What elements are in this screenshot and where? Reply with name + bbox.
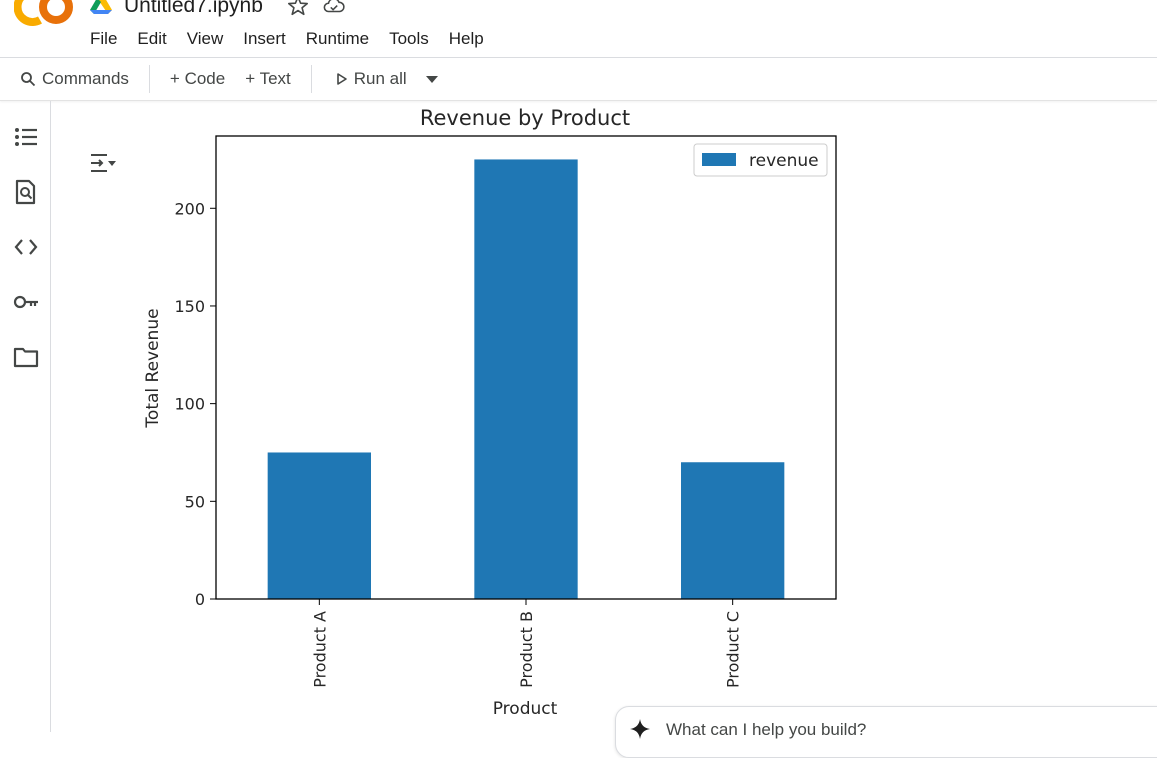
x-axis-label: Product <box>493 699 558 719</box>
play-icon <box>336 73 347 85</box>
legend-label-revenue: revenue <box>749 151 819 171</box>
menu-view[interactable]: View <box>186 29 224 48</box>
commands-button[interactable]: Commands <box>20 69 129 89</box>
toolbar-divider <box>148 65 150 93</box>
secrets-key-icon[interactable] <box>13 289 39 315</box>
bar-product-c <box>681 462 785 599</box>
notebook-header: Untitled7.ipynb File Edit View Insert Ru… <box>0 0 1157 58</box>
y-tick-label: 0 <box>195 590 205 609</box>
chevron-down-icon[interactable] <box>425 74 439 84</box>
notebook-toolbar: Commands + Code + Text Run all <box>0 58 1157 101</box>
chart-legend: revenue <box>693 143 828 177</box>
code-snippets-icon[interactable] <box>13 234 39 260</box>
bar-product-b <box>474 159 578 599</box>
menu-bar: File Edit View Insert Runtime Tools Help <box>80 27 494 51</box>
search-icon <box>21 72 36 87</box>
commands-label: Commands <box>42 69 129 88</box>
google-drive-icon[interactable] <box>90 0 112 15</box>
menu-insert[interactable]: Insert <box>243 29 286 48</box>
chart-title: Revenue by Product <box>420 106 630 130</box>
gemini-sparkle-icon <box>630 719 650 739</box>
output-actions-icon[interactable] <box>88 150 118 176</box>
add-text-button[interactable]: + Text <box>245 69 291 89</box>
revenue-bar-chart: Revenue by Product 0 50 100 150 200 Product … <box>143 106 837 719</box>
x-tick-label: Product A <box>310 611 329 688</box>
menu-file[interactable]: File <box>90 29 118 48</box>
menu-edit[interactable]: Edit <box>137 29 167 48</box>
table-of-contents-icon[interactable] <box>13 124 39 150</box>
colab-logo[interactable] <box>14 0 76 28</box>
cloud-saved-icon[interactable] <box>323 0 345 17</box>
menu-tools[interactable]: Tools <box>389 29 429 48</box>
star-icon[interactable] <box>287 0 309 17</box>
x-tick-label: Product B <box>517 611 536 688</box>
run-all-label: Run all <box>353 69 407 88</box>
gemini-prompt-box[interactable]: What can I help you build? <box>615 706 1157 758</box>
y-tick-label: 200 <box>174 199 205 218</box>
y-tick-label: 100 <box>174 395 205 414</box>
bar-product-a <box>267 452 371 599</box>
y-tick-label: 50 <box>185 492 205 511</box>
menu-runtime[interactable]: Runtime <box>305 29 370 48</box>
legend-swatch <box>702 153 736 166</box>
legend-box <box>693 143 828 177</box>
add-text-label: + Text <box>245 69 291 88</box>
menu-help[interactable]: Help <box>448 29 484 48</box>
left-sidebar <box>0 101 51 732</box>
notebook-title[interactable]: Untitled7.ipynb <box>124 0 263 17</box>
find-replace-icon[interactable] <box>13 179 39 205</box>
add-code-button[interactable]: + Code <box>170 69 225 89</box>
files-folder-icon[interactable] <box>13 344 39 370</box>
toolbar-divider <box>310 65 312 93</box>
add-code-label: + Code <box>169 69 226 88</box>
run-all-button[interactable]: Run all <box>336 69 407 89</box>
x-tick-label: Product C <box>724 611 743 688</box>
plot-frame <box>215 135 837 600</box>
gemini-placeholder: What can I help you build? <box>666 720 867 739</box>
y-tick-label: 150 <box>174 297 205 316</box>
y-axis-label: Total Revenue <box>143 308 163 428</box>
